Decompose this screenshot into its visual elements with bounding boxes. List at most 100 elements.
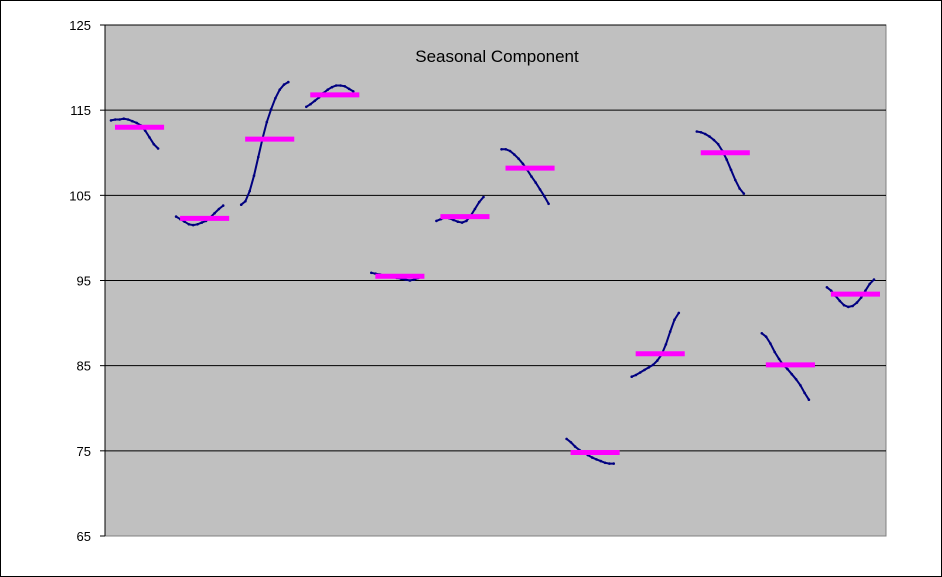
seasonal-point — [156, 147, 160, 150]
seasonal-point — [673, 318, 676, 322]
seasonal-point — [534, 181, 537, 184]
seasonal-point — [412, 278, 416, 281]
seasonal-point — [191, 223, 195, 227]
seasonal-point — [760, 332, 764, 335]
seasonal-point — [738, 187, 741, 190]
seasonal-point — [500, 148, 503, 151]
seasonal-point — [872, 278, 876, 281]
seasonal-point — [716, 142, 720, 146]
seasonal-point — [473, 207, 477, 211]
seasonal-point — [217, 207, 221, 211]
seasonal-point — [252, 174, 256, 177]
seasonal-point — [630, 375, 633, 379]
seasonal-point — [543, 194, 546, 198]
seasonal-point — [274, 96, 277, 100]
seasonal-point — [565, 437, 568, 441]
seasonal-point — [773, 350, 776, 354]
seasonal-point — [330, 85, 334, 89]
seasonal-point — [842, 303, 846, 307]
seasonal-point — [114, 118, 117, 121]
y-tick-label: 125 — [69, 18, 91, 33]
y-tick-label: 115 — [70, 103, 91, 118]
seasonal-point — [465, 219, 468, 223]
seasonal-point — [599, 459, 603, 463]
gridlines — [105, 24, 886, 452]
seasonal-point — [794, 378, 798, 381]
seasonal-point — [612, 462, 615, 465]
y-axis: 65 75 85 95 105 115 125 — [69, 18, 106, 544]
seasonal-point — [786, 367, 789, 371]
seasonal-point — [591, 456, 594, 459]
y-tick-label: 75 — [77, 444, 91, 459]
seasonal-point — [643, 368, 646, 372]
seasonal-point — [868, 282, 871, 286]
seasonal-point — [287, 80, 290, 84]
seasonal-point — [825, 286, 829, 289]
seasonal-point — [118, 118, 121, 121]
seasonal-point — [855, 301, 859, 304]
seasonal-point — [309, 102, 312, 106]
seasonal-point — [851, 304, 854, 308]
seasonal-point — [864, 289, 867, 293]
seasonal-point — [603, 461, 607, 465]
seasonal-point — [634, 373, 638, 377]
seasonal-point — [174, 215, 178, 218]
seasonal-point — [435, 219, 438, 223]
seasonal-point — [122, 117, 126, 120]
seasonal-point — [408, 279, 412, 282]
seasonal-point — [460, 221, 464, 224]
seasonal-point — [183, 220, 186, 223]
seasonal-point — [829, 289, 833, 293]
seasonal-point — [187, 223, 191, 226]
y-tick-label: 85 — [77, 359, 91, 374]
seasonal-point — [847, 305, 850, 309]
seasonal-point — [126, 118, 130, 121]
seasonal-point — [508, 149, 512, 153]
seasonal-point — [708, 135, 711, 138]
seasonal-point — [248, 189, 251, 193]
seasonal-point — [213, 211, 216, 215]
seasonal-point — [326, 88, 330, 91]
seasonal-point — [569, 441, 573, 444]
seasonal-point — [352, 90, 355, 93]
seasonal-point — [143, 129, 147, 132]
seasonal-point — [803, 391, 806, 395]
seasonal-point — [651, 363, 655, 367]
seasonal-point — [699, 131, 703, 134]
seasonal-point — [282, 83, 286, 86]
seasonal-point — [148, 136, 151, 139]
seasonal-point — [695, 130, 699, 133]
seasonal-point — [135, 121, 138, 125]
seasonal-point — [456, 220, 460, 223]
seasonal-point — [647, 366, 651, 369]
seasonal-point — [404, 278, 407, 281]
seasonal-point — [729, 168, 733, 172]
seasonal-point — [504, 148, 508, 151]
seasonal-means — [115, 92, 880, 456]
seasonal-point — [769, 342, 772, 345]
seasonal-point — [742, 192, 746, 195]
seasonal-point — [477, 200, 481, 204]
seasonal-point — [265, 120, 269, 124]
seasonal-point — [313, 99, 317, 103]
seasonal-point — [339, 84, 342, 87]
seasonal-point — [109, 119, 113, 122]
seasonal-point — [668, 330, 672, 333]
seasonal-point — [777, 357, 781, 361]
seasonal-point — [343, 85, 347, 88]
seasonal-point — [200, 221, 204, 224]
seasonal-point — [196, 223, 199, 226]
seasonal-point — [608, 462, 611, 465]
seasonal-point — [221, 204, 225, 207]
seasonal-point — [573, 445, 577, 448]
seasonal-point — [807, 398, 811, 402]
seasonal-point — [664, 343, 668, 346]
seasonal-point — [734, 178, 737, 182]
seasonal-point — [677, 311, 681, 315]
seasonal-point — [704, 132, 707, 136]
seasonal-point — [513, 153, 516, 156]
seasonal-point — [838, 299, 842, 303]
seasonal-point — [269, 108, 273, 111]
seasonal-point — [712, 138, 716, 142]
seasonal-point — [517, 157, 520, 160]
